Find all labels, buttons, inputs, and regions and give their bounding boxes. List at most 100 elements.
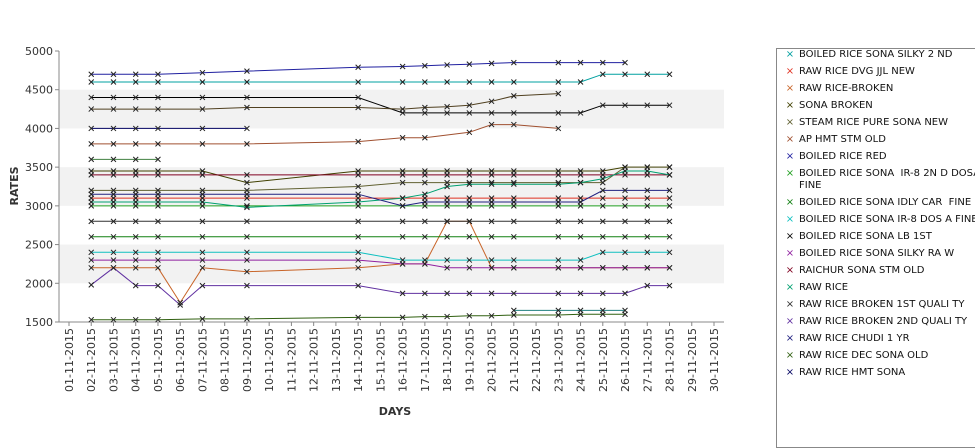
data-point bbox=[399, 172, 406, 178]
data-point bbox=[110, 199, 117, 205]
data-point bbox=[199, 218, 206, 225]
data-point bbox=[510, 59, 517, 66]
data-point bbox=[510, 257, 517, 263]
x-axis: 01-11-2015 02-11-2015 03-11-2015 04-11-2015… bbox=[63, 322, 721, 392]
data-point bbox=[488, 312, 495, 319]
data-point bbox=[422, 79, 428, 85]
x-tick-label: 26-11-2015 bbox=[619, 328, 632, 392]
legend-label: BOILED RICE SONA SILKY RA W bbox=[799, 248, 955, 259]
data-point bbox=[110, 141, 117, 147]
legend-marker-icon: × bbox=[785, 316, 795, 327]
data-point bbox=[199, 172, 206, 178]
x-tick-label: 04-11-2015 bbox=[130, 328, 143, 392]
data-point bbox=[199, 282, 206, 289]
data-point bbox=[110, 79, 117, 85]
data-point bbox=[155, 264, 161, 271]
data-point bbox=[132, 191, 139, 198]
data-point bbox=[132, 282, 139, 289]
data-point bbox=[510, 312, 517, 318]
data-point bbox=[88, 172, 95, 178]
x-tick-label: 09-11-2015 bbox=[241, 328, 254, 392]
data-point bbox=[132, 71, 139, 78]
x-tick-label: 25-11-2015 bbox=[597, 328, 610, 392]
data-point bbox=[666, 218, 673, 225]
data-point bbox=[555, 172, 562, 178]
x-tick-label: 12-11-2015 bbox=[308, 328, 321, 392]
data-point bbox=[488, 181, 495, 188]
data-point bbox=[555, 181, 562, 188]
x-tick-label: 29-11-2015 bbox=[686, 328, 699, 392]
data-point bbox=[88, 125, 95, 132]
data-point bbox=[132, 316, 139, 323]
x-tick-label: 07-11-2015 bbox=[196, 328, 209, 392]
data-point bbox=[555, 307, 562, 314]
data-point bbox=[510, 199, 517, 205]
data-point bbox=[110, 191, 117, 198]
series bbox=[88, 187, 673, 209]
data-point bbox=[422, 179, 428, 186]
legend-marker-icon: × bbox=[785, 83, 795, 94]
data-point bbox=[88, 316, 95, 323]
series bbox=[88, 94, 673, 116]
data-point bbox=[577, 257, 584, 263]
data-point bbox=[466, 264, 473, 271]
data-point bbox=[110, 71, 117, 78]
data-point bbox=[577, 233, 584, 240]
data-point bbox=[199, 257, 206, 263]
data-point bbox=[510, 290, 517, 297]
legend-label: RAW RICE DVG JJL NEW bbox=[799, 66, 915, 77]
data-point bbox=[155, 94, 161, 101]
data-point bbox=[244, 125, 250, 132]
data-point bbox=[555, 199, 562, 205]
legend-label: BOILED RICE SONA IDLY CAR FINE bbox=[799, 197, 972, 208]
x-tick-label: 15-11-2015 bbox=[374, 328, 387, 392]
data-point bbox=[555, 90, 562, 97]
data-point bbox=[155, 172, 161, 178]
legend-label: BOILED RICE RED bbox=[799, 151, 887, 162]
data-point bbox=[510, 110, 517, 116]
data-point bbox=[399, 63, 406, 70]
data-point bbox=[199, 199, 206, 205]
data-point bbox=[466, 102, 473, 109]
series bbox=[88, 125, 250, 132]
data-point bbox=[399, 106, 406, 112]
data-point bbox=[510, 264, 517, 271]
data-point bbox=[555, 79, 562, 85]
legend-label: RAICHUR SONA STM OLD bbox=[799, 265, 925, 276]
data-point bbox=[444, 290, 450, 297]
legend-label: BOILED RICE SONA SILKY 2 ND bbox=[799, 49, 953, 60]
data-point bbox=[399, 314, 406, 321]
data-point bbox=[355, 183, 361, 190]
data-point bbox=[444, 110, 450, 116]
data-point bbox=[599, 290, 606, 297]
data-point bbox=[132, 233, 139, 240]
data-point bbox=[488, 60, 495, 67]
data-point bbox=[199, 191, 206, 198]
legend-item: × RAW RICE DEC SONA OLD bbox=[777, 350, 975, 362]
data-point bbox=[577, 79, 584, 85]
x-tick-label: 27-11-2015 bbox=[641, 328, 654, 392]
data-point bbox=[488, 290, 495, 297]
legend-item: × STEAM RICE PURE SONA NEW bbox=[777, 117, 975, 129]
data-point bbox=[444, 183, 450, 190]
data-point bbox=[444, 218, 450, 225]
data-point bbox=[88, 141, 95, 147]
legend-marker-icon: × bbox=[785, 66, 795, 77]
data-point bbox=[355, 191, 361, 198]
x-tick-label: 28-11-2015 bbox=[664, 328, 677, 392]
x-tick-label: 02-11-2015 bbox=[85, 328, 98, 392]
series bbox=[88, 71, 673, 85]
data-point bbox=[466, 129, 473, 136]
data-point bbox=[644, 168, 651, 174]
data-point bbox=[88, 281, 95, 288]
legend-item: × SONA BROKEN bbox=[777, 100, 975, 112]
data-point bbox=[88, 249, 95, 256]
legend-item: × RAW RICE BROKEN 2ND QUALI TY bbox=[777, 316, 975, 328]
series-line bbox=[91, 73, 670, 83]
legend-label: RAW RICE DEC SONA OLD bbox=[799, 350, 929, 361]
data-point bbox=[110, 172, 117, 178]
data-point bbox=[444, 103, 450, 110]
data-point bbox=[244, 79, 250, 85]
data-point bbox=[644, 195, 651, 201]
data-point bbox=[599, 218, 606, 225]
